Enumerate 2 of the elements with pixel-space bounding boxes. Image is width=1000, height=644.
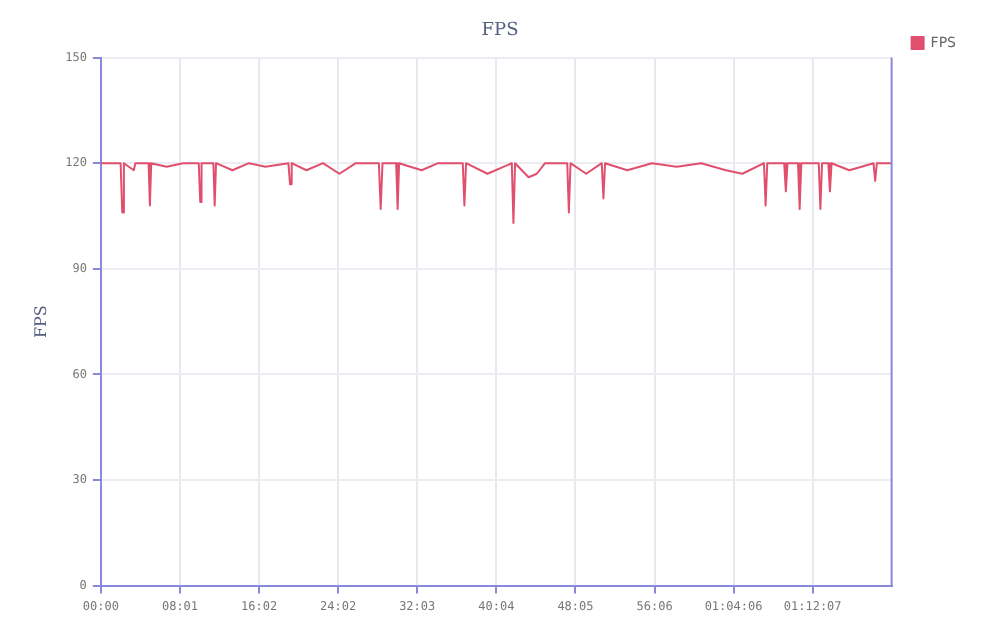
chart-title: FPS xyxy=(481,21,519,42)
y-axis-title: FPS xyxy=(31,305,50,339)
